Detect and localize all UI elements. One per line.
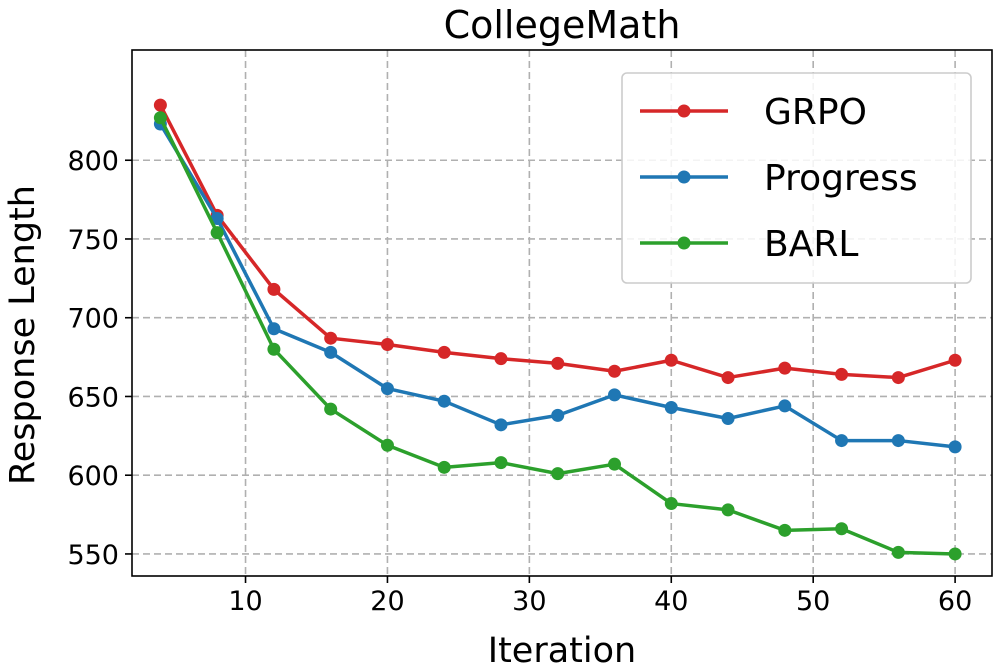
- y-tick-label: 650: [67, 382, 119, 413]
- data-point-progress: [721, 412, 735, 426]
- x-tick-label: 40: [654, 586, 688, 617]
- data-point-barl: [608, 457, 622, 471]
- data-point-barl: [891, 545, 905, 559]
- data-point-grpo: [948, 353, 962, 367]
- data-point-barl: [153, 111, 167, 125]
- data-point-barl: [324, 402, 338, 416]
- data-point-grpo: [324, 331, 338, 345]
- chart-title: CollegeMath: [444, 3, 681, 47]
- data-point-grpo: [380, 337, 394, 351]
- data-point-barl: [210, 226, 224, 240]
- data-point-progress: [380, 382, 394, 396]
- series-grpo: [153, 98, 962, 385]
- legend-marker-barl: [677, 236, 691, 250]
- x-tick-label: 30: [512, 586, 546, 617]
- y-tick-label: 600: [67, 461, 119, 492]
- data-point-grpo: [721, 371, 735, 385]
- legend-entry-barl: BARL: [640, 224, 858, 265]
- data-point-progress: [210, 212, 224, 226]
- data-point-barl: [835, 522, 849, 536]
- data-point-barl: [778, 523, 792, 537]
- data-point-barl: [664, 497, 678, 511]
- plot-frame: [131, 49, 993, 577]
- data-point-barl: [494, 456, 508, 470]
- y-tick-label: 800: [67, 146, 119, 177]
- y-axis-label: Response Length: [3, 185, 43, 485]
- data-point-barl: [551, 467, 565, 481]
- series-layer: [153, 98, 962, 561]
- x-tick-label: 20: [370, 586, 404, 617]
- legend: GRPO Progress BARL: [621, 72, 972, 284]
- y-tick-label: 700: [67, 304, 119, 335]
- data-point-barl: [721, 503, 735, 517]
- data-point-progress: [267, 322, 281, 336]
- data-point-progress: [835, 434, 849, 448]
- data-point-grpo: [891, 371, 905, 385]
- legend-entry-progress: Progress: [640, 158, 918, 199]
- data-point-progress: [608, 388, 622, 402]
- axis-ticks: 10 20 30 40 50 60 550 600 650 700 750 800: [67, 146, 972, 617]
- legend-entry-grpo: GRPO: [640, 92, 867, 133]
- data-point-progress: [778, 399, 792, 413]
- data-point-progress: [891, 434, 905, 448]
- legend-label-progress: Progress: [764, 158, 918, 199]
- y-tick-label: 750: [67, 225, 119, 256]
- legend-box: [621, 72, 972, 284]
- data-point-barl: [267, 342, 281, 356]
- data-point-progress: [948, 440, 962, 454]
- data-point-grpo: [778, 361, 792, 375]
- legend-label-grpo: GRPO: [764, 92, 867, 133]
- data-point-progress: [664, 400, 678, 414]
- data-point-grpo: [267, 282, 281, 296]
- series-progress: [153, 117, 962, 454]
- data-point-grpo: [664, 353, 678, 367]
- data-point-barl: [948, 547, 962, 561]
- x-axis-label: Iteration: [488, 631, 636, 669]
- data-point-grpo: [153, 98, 167, 112]
- legend-marker-progress: [677, 170, 691, 184]
- x-tick-label: 50: [796, 586, 830, 617]
- data-point-grpo: [835, 367, 849, 381]
- data-point-grpo: [551, 356, 565, 370]
- data-point-barl: [437, 460, 451, 474]
- series-barl: [153, 111, 962, 561]
- x-tick-label: 60: [938, 586, 972, 617]
- x-tick-label: 10: [228, 586, 262, 617]
- data-point-grpo: [608, 364, 622, 378]
- data-point-progress: [437, 394, 451, 408]
- legend-marker-grpo: [677, 104, 691, 118]
- data-point-barl: [380, 438, 394, 452]
- legend-label-barl: BARL: [764, 224, 858, 265]
- data-point-progress: [324, 345, 338, 359]
- y-tick-label: 550: [67, 540, 119, 571]
- data-point-grpo: [494, 352, 508, 366]
- data-point-progress: [494, 418, 508, 432]
- data-point-grpo: [437, 345, 451, 359]
- data-point-progress: [551, 408, 565, 422]
